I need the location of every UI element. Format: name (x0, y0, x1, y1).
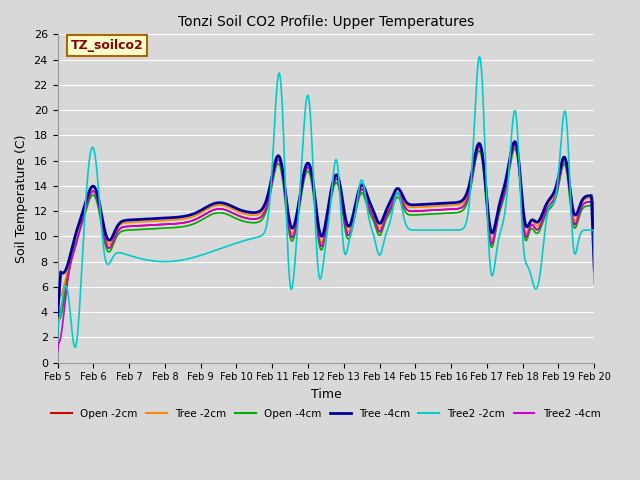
Y-axis label: Soil Temperature (C): Soil Temperature (C) (15, 134, 28, 263)
Legend: Open -2cm, Tree -2cm, Open -4cm, Tree -4cm, Tree2 -2cm, Tree2 -4cm: Open -2cm, Tree -2cm, Open -4cm, Tree -4… (47, 405, 605, 423)
X-axis label: Time: Time (310, 388, 341, 401)
Title: Tonzi Soil CO2 Profile: Upper Temperatures: Tonzi Soil CO2 Profile: Upper Temperatur… (178, 15, 474, 29)
Text: TZ_soilco2: TZ_soilco2 (71, 39, 144, 52)
